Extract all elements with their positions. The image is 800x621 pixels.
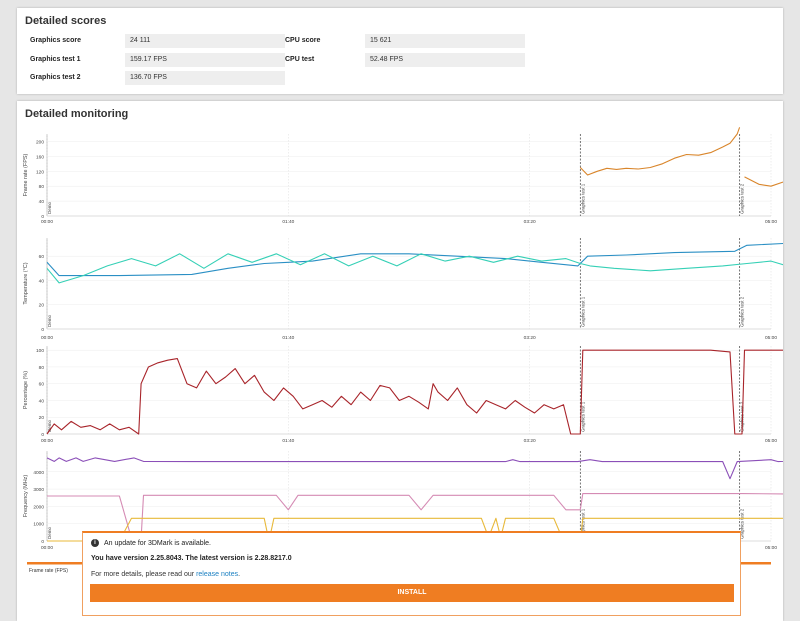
update-banner: i An update for 3DMark is available. You …: [82, 531, 741, 616]
graphics-test-2-label: Graphics test 2: [30, 74, 81, 81]
y-tick-label: 40: [39, 398, 45, 404]
update-version-text: You have version 2.25.8043. The latest v…: [91, 555, 292, 562]
install-button[interactable]: INSTALL: [90, 584, 734, 602]
graphics-score-value: 24 111: [125, 34, 285, 48]
detailed-monitoring-title: Detailed monitoring: [25, 108, 129, 120]
time-tick-label: 00:00: [41, 219, 53, 225]
test-marker-label: Demo: [47, 201, 52, 214]
cpu-test-value: 52.48 FPS: [365, 53, 525, 67]
time-tick-label: 05:00: [765, 219, 777, 225]
series-line: [46, 457, 783, 480]
time-tick-label: 03:20: [524, 335, 536, 341]
cpu-test-label: CPU test: [285, 56, 315, 63]
y-tick-label: 4000: [33, 470, 44, 476]
y-tick-label: 0: [41, 539, 44, 545]
y-tick-label: 0: [41, 432, 44, 438]
test-marker-label: Graphics test 2: [740, 296, 745, 327]
test-marker-label: Demo: [47, 419, 52, 432]
test-marker-label: Demo: [47, 526, 52, 539]
y-tick-label: 1000: [33, 522, 44, 528]
time-tick-label: 00:00: [41, 438, 53, 444]
detailed-scores-title: Detailed scores: [25, 15, 107, 27]
time-tick-label: 03:20: [524, 438, 536, 444]
time-tick-label: 01:40: [282, 438, 294, 444]
graphics-test-1-label: Graphics test 1: [30, 56, 81, 63]
test-marker-label: Graphics test 1: [580, 183, 585, 214]
update-banner-title: An update for 3DMark is available.: [104, 539, 211, 547]
test-marker-label: Demo: [47, 314, 52, 327]
y-axis-label: Frequency (MHz): [23, 475, 29, 518]
test-marker-label: Graphics test 1: [580, 508, 585, 539]
y-tick-label: 0: [41, 327, 44, 333]
time-tick-label: 03:20: [524, 219, 536, 225]
test-marker-label: Graphics test 1: [580, 296, 585, 327]
y-axis-label: Percentage (%): [23, 371, 29, 409]
cpu-score-value: 15 621: [365, 34, 525, 48]
y-tick-label: 60: [39, 382, 45, 388]
series-line: [47, 493, 783, 539]
time-tick-label: 00:00: [41, 335, 53, 341]
update-details-text: For more details, please read our releas…: [91, 571, 240, 578]
chart-panel-framerate: 0 40 80 120 160 200 Frame rate (FPS) Demo Graphi…: [23, 127, 783, 225]
test-marker-label: Graphics test 2: [740, 183, 745, 214]
chart-panel-load: 0 20 40 60 80 100 Percentage (%) Demo Graphics t…: [23, 346, 783, 444]
test-marker-label: Graphics test 2: [740, 508, 745, 539]
y-tick-label: 200: [36, 139, 44, 145]
y-tick-label: 40: [39, 278, 45, 284]
update-details-suffix: .: [238, 571, 241, 578]
y-tick-label: 2000: [33, 504, 44, 510]
update-banner-title-row: i An update for 3DMark is available.: [91, 539, 211, 547]
y-tick-label: 3000: [33, 487, 44, 493]
time-tick-label: 05:00: [765, 545, 777, 551]
y-axis-label: Temperature (°C): [23, 262, 29, 304]
test-marker-label: Graphics test 1: [580, 401, 585, 432]
detailed-scores-card: Detailed scores Graphics score 24 111 Gr…: [17, 8, 783, 94]
series-line: [47, 517, 783, 542]
y-tick-label: 20: [39, 415, 45, 421]
info-icon: i: [91, 539, 99, 547]
time-tick-label: 01:40: [282, 219, 294, 225]
graphics-test-2-value: 136.70 FPS: [125, 71, 285, 85]
series-line: [46, 242, 783, 277]
time-tick-label: 05:00: [765, 335, 777, 341]
series-line: [579, 127, 741, 176]
y-tick-label: 160: [36, 154, 44, 160]
update-details-prefix: For more details, please read our: [91, 571, 197, 578]
y-axis-label: Frame rate (FPS): [23, 153, 29, 196]
graphics-test-1-value: 159.17 FPS: [125, 53, 285, 67]
series-line: [46, 349, 783, 435]
series-line: [46, 253, 783, 284]
time-tick-label: 00:00: [41, 545, 53, 551]
release-notes-link[interactable]: release notes: [196, 571, 239, 578]
y-tick-label: 60: [39, 254, 45, 260]
series-line: [744, 176, 783, 187]
y-tick-label: 20: [39, 303, 45, 309]
y-tick-label: 80: [39, 184, 45, 190]
y-tick-label: 40: [39, 199, 45, 205]
y-tick-label: 0: [41, 214, 44, 220]
graphics-score-label: Graphics score: [30, 37, 81, 44]
y-tick-label: 80: [39, 365, 45, 371]
bottom-legend-label: Frame rate (FPS): [29, 568, 68, 574]
chart-panel-temperature: 0 20 40 60 Temperature (°C) Demo Graphics test…: [23, 238, 783, 341]
cpu-score-label: CPU score: [285, 37, 321, 44]
y-tick-label: 100: [36, 348, 44, 354]
time-tick-label: 01:40: [282, 335, 294, 341]
time-tick-label: 05:00: [765, 438, 777, 444]
y-tick-label: 120: [36, 169, 44, 175]
